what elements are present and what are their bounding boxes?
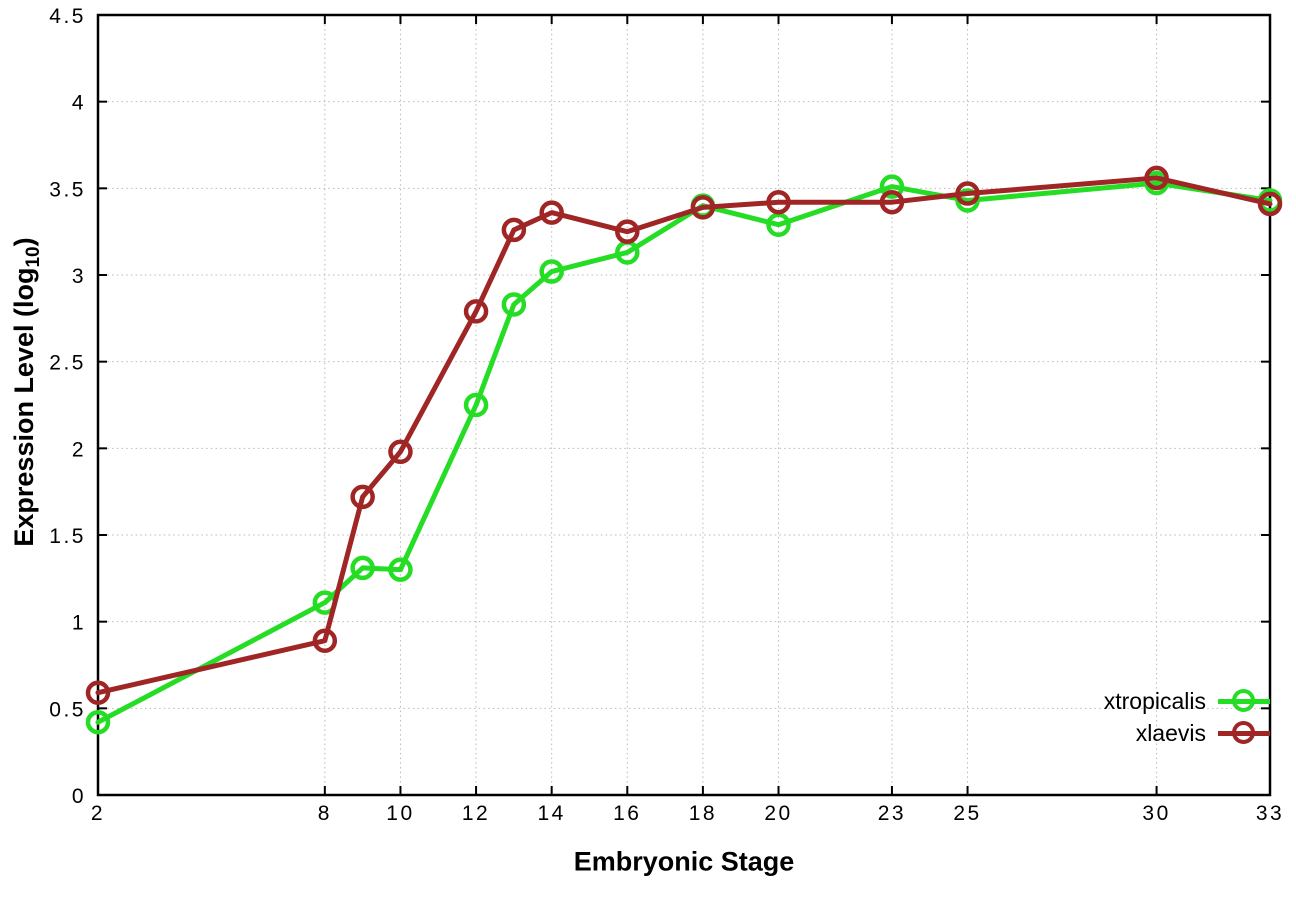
series-line-xlaevis <box>95 175 1273 696</box>
x-tick-label: 23 <box>878 802 906 825</box>
data-point-xtropicalis <box>501 292 527 317</box>
data-point-xlaevis <box>955 181 980 206</box>
data-point-xlaevis <box>312 628 338 653</box>
x-tick-label: 16 <box>613 802 641 825</box>
legend-item-xlaevis: xlaevis <box>1104 717 1270 749</box>
x-tick-label: 30 <box>1142 802 1170 825</box>
legend-item-xtropicalis: xtropicalis <box>1104 685 1270 717</box>
x-tick-label: 12 <box>462 802 490 825</box>
legend-marker-xlaevis-icon <box>1218 720 1270 746</box>
legend-label-xtropicalis: xtropicalis <box>1103 687 1206 714</box>
x-axis-label: Embryonic Stage <box>573 846 795 877</box>
data-point-xtropicalis <box>539 259 564 284</box>
y-tick-label: 3 <box>72 265 86 288</box>
data-point-xlaevis <box>539 200 564 225</box>
data-point-xtropicalis <box>388 557 413 582</box>
y-tick-label: 4.5 <box>49 5 86 28</box>
legend-circle-xlaevis <box>1232 721 1255 744</box>
x-tick-label: 33 <box>1256 802 1284 825</box>
y-tick-label: 1.5 <box>49 525 86 548</box>
data-point-xtropicalis <box>350 555 375 581</box>
x-tick-label: 8 <box>318 802 332 825</box>
series-line-xtropicalis <box>95 180 1273 725</box>
y-axis-label: Expression Level (log10) <box>9 237 45 546</box>
data-point-xlaevis <box>1144 165 1169 191</box>
y-tick-label: 0.5 <box>49 698 86 721</box>
x-tick-label: 25 <box>953 802 981 825</box>
legend-circle-xtropicalis <box>1232 689 1255 712</box>
x-tick-label: 14 <box>537 802 565 825</box>
data-point-xlaevis <box>501 217 527 243</box>
data-point-xlaevis <box>879 189 905 215</box>
data-point-xtropicalis <box>879 174 905 199</box>
legend-marker-xtropicalis-icon <box>1218 688 1270 714</box>
legend: xtropicalis xlaevis <box>1104 685 1270 749</box>
y-axis-label-close: ) <box>8 237 39 247</box>
data-point-xtropicalis <box>85 709 111 735</box>
plot-border <box>96 13 1272 797</box>
y-tick-label: 4 <box>72 92 86 115</box>
x-tick-label: 20 <box>764 802 792 825</box>
y-tick-label: 3.5 <box>49 178 86 201</box>
legend-label-xlaevis: xlaevis <box>1135 719 1206 746</box>
data-point-xlaevis <box>463 299 489 324</box>
data-point-xtropicalis <box>766 212 791 237</box>
x-tick-label: 18 <box>689 802 717 825</box>
y-tick-label: 1 <box>72 612 86 635</box>
y-tick-label: 0 <box>72 785 86 808</box>
data-point-xtropicalis <box>463 392 489 418</box>
data-point-xlaevis <box>350 484 375 510</box>
x-tick-label: 2 <box>91 802 105 825</box>
data-point-xlaevis <box>766 189 791 215</box>
data-point-xlaevis <box>388 439 413 465</box>
data-point-xlaevis <box>690 195 716 220</box>
y-tick-label: 2 <box>72 438 86 461</box>
x-tick-label: 10 <box>386 802 414 825</box>
data-point-xlaevis <box>615 219 640 244</box>
y-axis-label-subscript: 10 <box>23 246 45 268</box>
data-point-xlaevis <box>1257 191 1283 217</box>
data-point-xlaevis <box>85 680 111 705</box>
y-tick-label: 2.5 <box>49 352 86 375</box>
y-axis-label-main: Expression Level (log <box>8 267 39 547</box>
